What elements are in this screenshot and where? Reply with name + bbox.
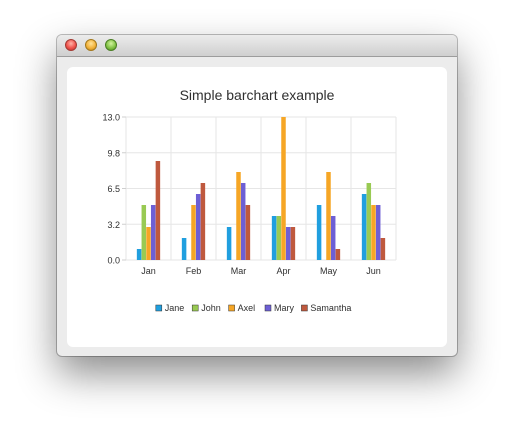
bar [281, 117, 286, 260]
chart-title: Simple barchart example [180, 87, 335, 103]
bar [146, 227, 151, 260]
y-axis-ticks: 0.0 3.2 6.5 9.8 13.0 [102, 113, 126, 266]
bar [181, 238, 187, 260]
bar [195, 194, 201, 260]
bar [380, 238, 386, 260]
bar [276, 216, 282, 260]
bar [285, 227, 291, 260]
minimize-button[interactable] [85, 39, 97, 51]
bar [240, 183, 246, 260]
bar [191, 205, 196, 260]
chart-grid [125, 116, 397, 261]
x-tick-label: May [320, 266, 338, 276]
bar [245, 205, 251, 260]
legend-swatch [228, 304, 235, 312]
bar [316, 205, 322, 260]
x-tick-label: Mar [231, 266, 247, 276]
bar [290, 227, 296, 260]
x-axis-ticks: Jan Feb Mar Apr May Jun [141, 266, 381, 276]
x-tick-label: Jan [141, 266, 156, 276]
bar [371, 205, 376, 260]
x-tick-label: Jun [366, 266, 381, 276]
bar [271, 216, 277, 260]
legend-swatch [264, 304, 272, 312]
bar [155, 161, 161, 260]
bar [361, 194, 367, 260]
zoom-button[interactable] [105, 39, 117, 51]
y-tick-label: 6.5 [107, 184, 120, 194]
title-bar[interactable] [57, 35, 457, 57]
bar [330, 216, 336, 260]
bar [136, 249, 142, 260]
bar [335, 249, 341, 260]
bar [226, 227, 232, 260]
chart-bars [136, 117, 386, 260]
bar [141, 205, 147, 260]
chart-view: Simple barchart example 0.0 3.2 6.5 9.8 13.0… [67, 67, 447, 347]
legend-swatch [155, 304, 163, 312]
legend-swatch [191, 304, 199, 312]
legend-label: Mary [274, 303, 294, 313]
y-tick-label: 3.2 [107, 220, 120, 230]
legend-label: John [201, 303, 221, 313]
legend-swatch [301, 304, 308, 312]
bar [150, 205, 156, 260]
bar [326, 172, 331, 260]
close-button[interactable] [65, 39, 77, 51]
bar [366, 183, 372, 260]
y-tick-label: 13.0 [102, 113, 120, 123]
bar-chart: Simple barchart example 0.0 3.2 6.5 9.8 13.0… [102, 87, 397, 313]
bar [236, 172, 241, 260]
app-window: Simple barchart example 0.0 3.2 6.5 9.8 13.0… [57, 35, 457, 356]
x-tick-label: Feb [186, 266, 202, 276]
x-tick-label: Apr [276, 266, 290, 276]
legend-label: Jane [165, 303, 185, 313]
chart-legend: Jane John Axel Mary Samantha [155, 303, 351, 313]
y-tick-label: 9.8 [107, 148, 120, 158]
bar [375, 205, 381, 260]
bar [200, 183, 206, 260]
legend-label: Axel [238, 303, 256, 313]
legend-label: Samantha [310, 303, 351, 313]
y-tick-label: 0.0 [107, 256, 120, 266]
